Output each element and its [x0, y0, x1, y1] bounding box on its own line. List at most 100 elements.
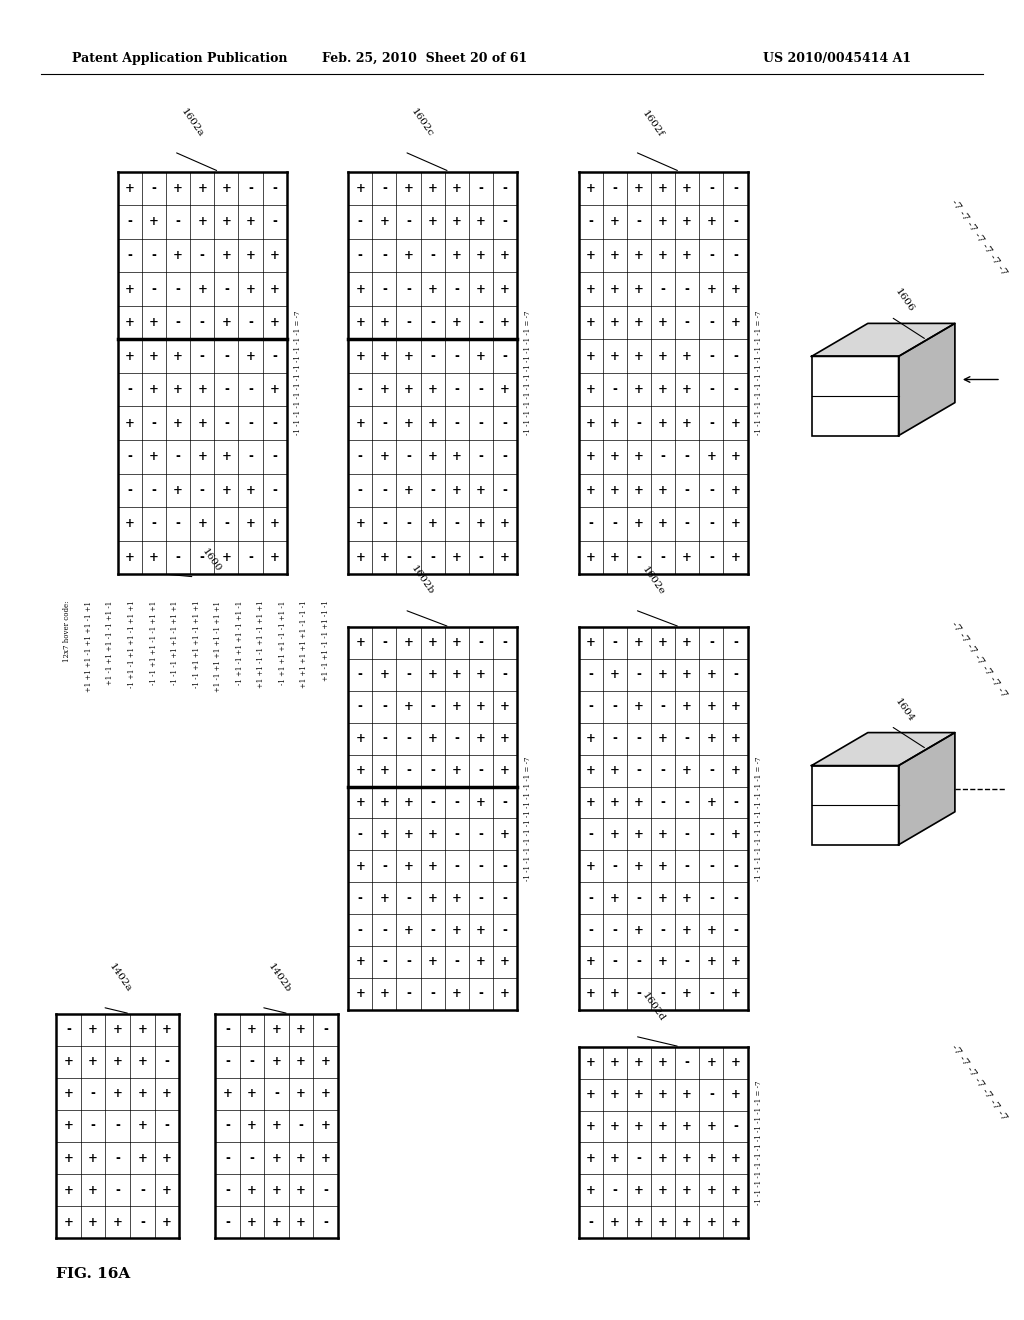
Text: +: +	[355, 182, 366, 195]
Text: +: +	[247, 1119, 257, 1133]
Text: -: -	[272, 484, 278, 496]
Text: +: +	[634, 1119, 644, 1133]
Text: +: +	[658, 636, 668, 649]
Text: -: -	[478, 450, 483, 463]
Text: +: +	[610, 215, 620, 228]
Text: -: -	[588, 700, 593, 713]
Text: +: +	[707, 924, 716, 937]
Text: -: -	[357, 450, 362, 463]
Text: +: +	[63, 1216, 74, 1229]
Text: -: -	[478, 315, 483, 329]
Text: +: +	[321, 1088, 331, 1101]
Text: -: -	[357, 828, 362, 841]
Text: +: +	[610, 350, 620, 363]
Text: -: -	[67, 1023, 71, 1036]
Text: +: +	[355, 550, 366, 564]
Text: +: +	[380, 350, 389, 363]
Text: +: +	[269, 282, 280, 296]
Text: -: -	[709, 859, 714, 873]
Text: -: -	[733, 924, 738, 937]
Text: +: +	[707, 1216, 716, 1229]
Text: +: +	[221, 215, 231, 228]
Text: +: +	[271, 1056, 282, 1068]
Text: -: -	[165, 1056, 169, 1068]
Text: -: -	[733, 383, 738, 396]
Text: +: +	[150, 315, 159, 329]
Text: -: -	[165, 1119, 169, 1133]
Text: +: +	[173, 383, 183, 396]
Text: +: +	[610, 1216, 620, 1229]
Text: -: -	[407, 987, 411, 1001]
Text: -: -	[225, 1023, 229, 1036]
Text: +: +	[658, 1088, 668, 1101]
Text: +: +	[586, 315, 596, 329]
Text: +: +	[730, 1216, 740, 1229]
Text: +: +	[321, 1151, 331, 1164]
Text: +: +	[682, 383, 692, 396]
Text: -: -	[382, 182, 387, 195]
Text: +: +	[428, 517, 437, 531]
Text: +: +	[428, 417, 437, 430]
Text: +: +	[452, 550, 462, 564]
Text: -: -	[116, 1184, 120, 1196]
Text: -: -	[637, 733, 641, 746]
Text: -: -	[224, 282, 228, 296]
Polygon shape	[811, 733, 954, 766]
Text: -: -	[455, 417, 459, 430]
Text: +: +	[500, 383, 510, 396]
Text: -: -	[612, 1184, 617, 1197]
Text: -: -	[176, 315, 180, 329]
Text: +: +	[634, 517, 644, 531]
Text: -: -	[612, 700, 617, 713]
Text: +: +	[586, 1119, 596, 1133]
Text: -: -	[250, 1151, 254, 1164]
Text: +1 -1 +1 -1 -1 +1 -1 -1: +1 -1 +1 -1 -1 +1 -1 -1	[322, 601, 330, 681]
Text: +: +	[610, 450, 620, 463]
Text: -: -	[709, 182, 714, 195]
Text: +: +	[428, 828, 437, 841]
Text: 1602e: 1602e	[640, 565, 666, 597]
Text: +: +	[500, 764, 510, 777]
Text: Patent Application Publication: Patent Application Publication	[72, 51, 287, 65]
Text: +: +	[88, 1151, 98, 1164]
Text: -: -	[382, 700, 387, 713]
Text: +: +	[125, 417, 135, 430]
Text: 12x7 hover code:: 12x7 hover code:	[63, 601, 72, 663]
Text: -: -	[407, 764, 411, 777]
Text: +: +	[610, 550, 620, 564]
Text: -: -	[407, 215, 411, 228]
Text: +: +	[428, 282, 437, 296]
Text: +: +	[198, 182, 207, 195]
Text: -: -	[248, 383, 253, 396]
Text: -: -	[116, 1119, 120, 1133]
Bar	[811, 766, 899, 845]
Text: -: -	[250, 1056, 254, 1068]
Text: +: +	[730, 828, 740, 841]
Text: -: -	[455, 796, 459, 809]
Text: +: +	[403, 924, 414, 937]
Text: +: +	[730, 450, 740, 463]
Text: +: +	[113, 1216, 123, 1229]
Text: +: +	[403, 636, 414, 649]
Text: +: +	[610, 891, 620, 904]
Text: +: +	[269, 315, 280, 329]
Text: -: -	[176, 282, 180, 296]
Text: +: +	[707, 450, 716, 463]
Text: +: +	[355, 517, 366, 531]
Text: -: -	[685, 733, 689, 746]
Text: +: +	[452, 700, 462, 713]
Text: -: -	[503, 484, 508, 496]
Text: -: -	[382, 517, 387, 531]
Text: +: +	[730, 1056, 740, 1069]
Text: +: +	[586, 383, 596, 396]
Text: +: +	[658, 315, 668, 329]
Text: 1602f: 1602f	[640, 108, 665, 139]
Text: +: +	[162, 1151, 172, 1164]
Text: +: +	[403, 182, 414, 195]
Text: +: +	[380, 668, 389, 681]
Text: +: +	[221, 182, 231, 195]
Text: -: -	[709, 636, 714, 649]
Text: -: -	[612, 733, 617, 746]
Text: +: +	[428, 450, 437, 463]
Text: +: +	[730, 1152, 740, 1166]
